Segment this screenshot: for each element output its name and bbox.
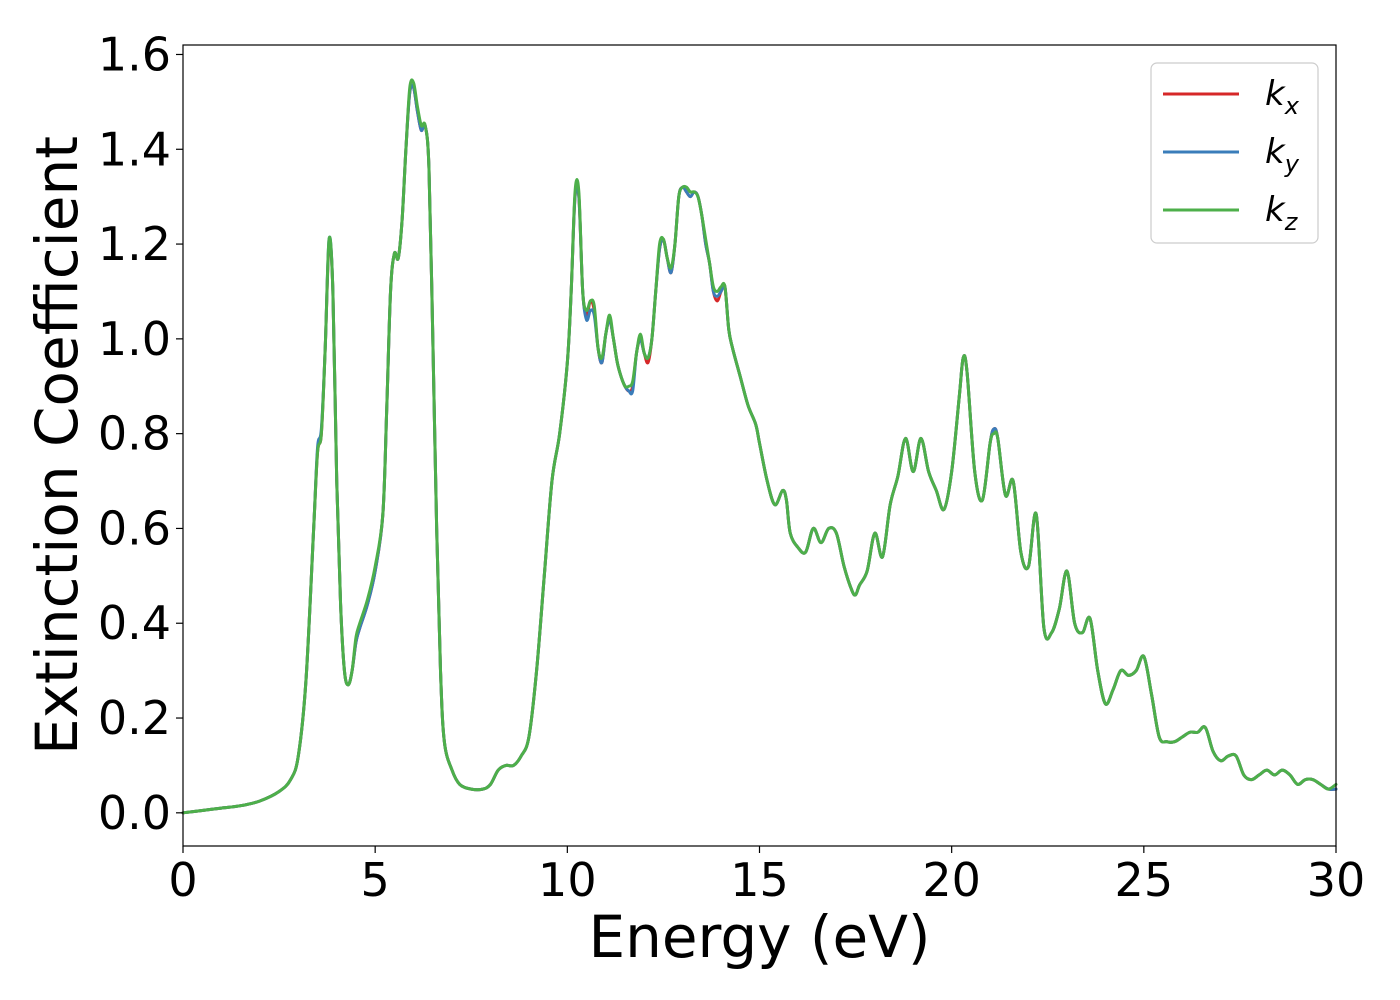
y-tick-label: 1.0 xyxy=(98,312,171,366)
y-tick-label: 1.6 xyxy=(98,27,171,81)
legend-label-main: k xyxy=(1265,132,1286,172)
y-tick-label: 0.8 xyxy=(98,407,171,461)
legend-label-kz: kz xyxy=(1265,190,1299,236)
y-tick-label: 0.2 xyxy=(98,691,171,745)
legend-label-subscript: z xyxy=(1284,208,1299,236)
x-tick-label: 30 xyxy=(1307,853,1366,907)
y-tick-label: 1.2 xyxy=(98,217,171,271)
x-tick-label: 20 xyxy=(922,853,981,907)
x-tick-label: 25 xyxy=(1115,853,1174,907)
y-tick-label: 0.0 xyxy=(98,786,171,840)
legend-label-subscript: y xyxy=(1284,150,1300,178)
y-axis: 0.0 0.2 0.4 0.6 0.8 1.0 1.2 1.4 1.6 xyxy=(98,27,183,840)
x-tick-label: 0 xyxy=(168,853,197,907)
series-layer xyxy=(181,78,1338,815)
y-tick-label: 0.6 xyxy=(98,501,171,555)
x-tick-label: 15 xyxy=(730,853,789,907)
legend-label-main: k xyxy=(1265,190,1286,230)
legend-label-kx: kx xyxy=(1265,74,1300,120)
y-axis-title: Extinction Coefficient xyxy=(23,136,91,755)
x-tick-label: 5 xyxy=(361,853,390,907)
series-line-kz xyxy=(181,78,1338,815)
legend-label-subscript: x xyxy=(1284,92,1300,120)
legend-label-main: k xyxy=(1265,74,1286,114)
legend-label-ky: ky xyxy=(1265,132,1300,178)
y-tick-label: 0.4 xyxy=(98,596,171,650)
x-axis: 0 5 10 15 20 25 30 xyxy=(168,846,1365,907)
y-tick-label: 1.4 xyxy=(98,122,171,176)
x-tick-label: 10 xyxy=(538,853,597,907)
x-axis-title: Energy (eV) xyxy=(588,903,930,971)
